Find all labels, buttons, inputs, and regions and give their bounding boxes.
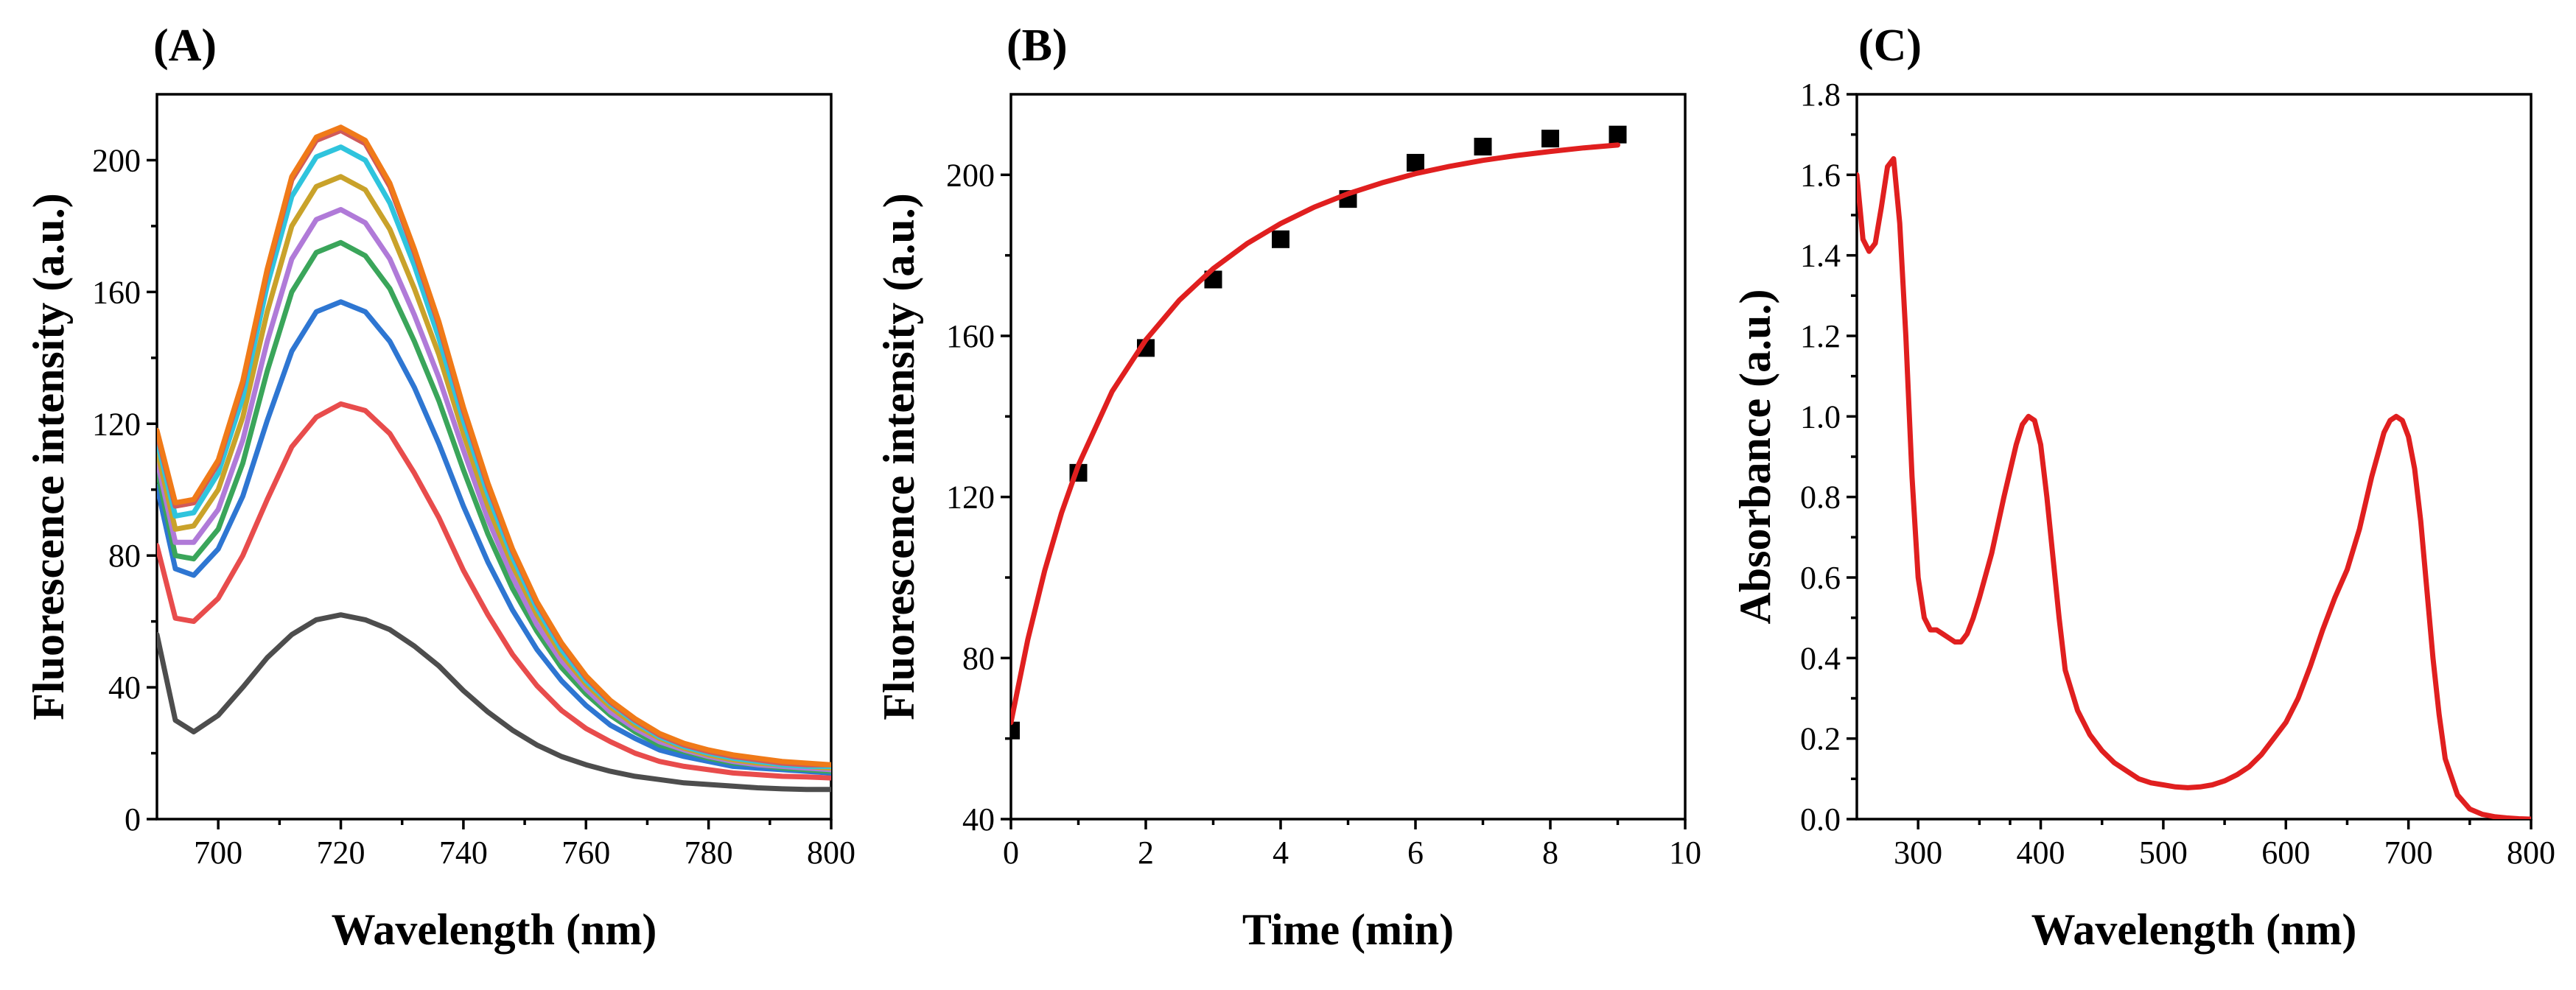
x-axis-title: Time (min) (1242, 905, 1454, 954)
series-group (157, 124, 831, 793)
y-axis-title: Absorbance (a.u.) (1731, 289, 1779, 624)
y-tick-label: 40 (962, 801, 995, 838)
y-tick-label: 1.2 (1800, 318, 1841, 354)
x-tick-label: 6 (1407, 835, 1424, 871)
y-tick-label: 160 (92, 274, 141, 310)
y-tick-label: 40 (108, 670, 141, 706)
x-tick-label: 500 (2139, 835, 2188, 871)
data-point (1541, 130, 1559, 148)
y-tick-label: 1.4 (1800, 238, 1841, 274)
y-tick-label: 160 (946, 318, 995, 354)
x-tick-label: 720 (317, 835, 365, 871)
y-tick-label: 0.0 (1800, 801, 1841, 838)
panel-label: (B) (1007, 21, 1068, 71)
x-tick-label: 600 (2261, 835, 2310, 871)
x-tick-label: 760 (561, 835, 610, 871)
x-tick-label: 800 (2507, 835, 2555, 871)
y-tick-label: 1.0 (1800, 399, 1841, 435)
series-line-curve-5 (157, 207, 831, 773)
x-tick-label: 10 (1669, 835, 1701, 871)
y-tick-label: 80 (962, 640, 995, 676)
plot-frame (1855, 93, 2533, 821)
x-tick-label: 4 (1273, 835, 1289, 871)
series-line-curve-3 (157, 299, 831, 776)
y-tick-label: 120 (92, 406, 141, 442)
y-tick-label: 80 (108, 538, 141, 574)
x-tick-label: 8 (1542, 835, 1558, 871)
panel-label: (C) (1858, 21, 1922, 71)
y-tick-label: 0.8 (1800, 480, 1841, 516)
y-tick-label: 0 (125, 801, 141, 838)
x-axis-title: Wavelength (nm) (2031, 905, 2357, 954)
y-tick-label: 0.2 (1800, 721, 1841, 757)
data-point (1407, 153, 1424, 172)
x-axis-title: Wavelength (nm) (332, 905, 657, 954)
chart-panel-3: (C) 300 400 500 600 700 800 0.0 0.2 0.4 0.6 0.8 1.0 1… (1731, 21, 2555, 954)
x-tick-label: 0 (1003, 835, 1019, 871)
y-tick-label: 1.8 (1800, 77, 1841, 113)
series-line-fit (1011, 142, 1620, 726)
y-tick-label: 0.6 (1800, 560, 1841, 596)
y-tick-label: 200 (92, 142, 141, 178)
y-tick-label: 200 (946, 157, 995, 193)
x-tick-label: 780 (685, 835, 733, 871)
data-point (1011, 721, 1020, 740)
data-point (1609, 125, 1627, 144)
y-tick-label: 120 (946, 480, 995, 516)
x-tick-label: 700 (2384, 835, 2433, 871)
x-tick-label: 300 (1894, 835, 1942, 871)
x-tick-label: 400 (2017, 835, 2065, 871)
x-tick-label: 740 (439, 835, 488, 871)
y-tick-label: 1.6 (1800, 157, 1841, 193)
series-line-absorbance (1857, 156, 2531, 819)
series-group (1857, 156, 2531, 819)
series-group (1011, 125, 1627, 740)
y-tick-label: 0.4 (1800, 640, 1841, 676)
x-tick-label: 2 (1138, 835, 1154, 871)
series-line-curve-1 (157, 612, 831, 793)
panel-label: (A) (153, 21, 217, 71)
data-point (1474, 138, 1492, 156)
series-line-curve-2 (157, 401, 831, 781)
y-axis-title: Fluorescence intensity (a.u.) (24, 193, 73, 720)
chart-panel-2: (B) 0 2 4 6 8 10 40 80 120 160 200 Time (min) Fluores… (875, 21, 1701, 954)
x-tick-label: 700 (194, 835, 242, 871)
series-line-curve-6 (157, 174, 831, 771)
x-tick-label: 800 (807, 835, 855, 871)
data-point (1272, 230, 1289, 248)
y-axis-title: Fluorescence intensity (a.u.) (875, 193, 923, 720)
series-line-curve-9 (157, 124, 831, 768)
chart-panel-1: (A) 700 720 740 760 780 800 0 40 80 120 160 200 Wavel… (24, 21, 855, 954)
